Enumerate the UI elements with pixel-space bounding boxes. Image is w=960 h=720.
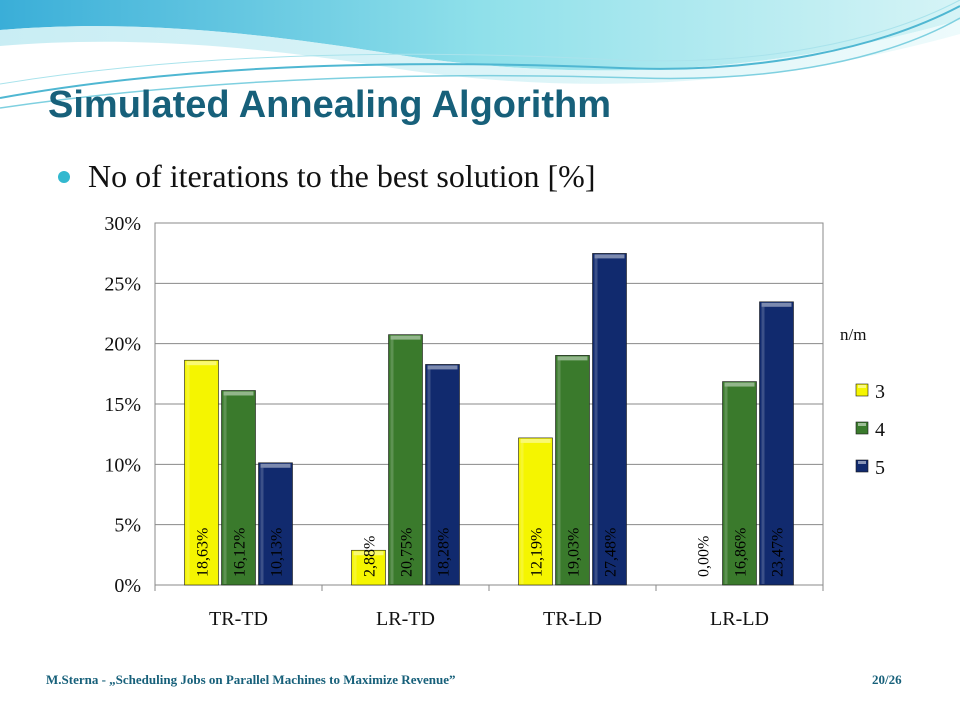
bar-bevel <box>427 365 458 370</box>
bullet-dot-icon <box>58 170 70 183</box>
data-label: 18,28% <box>436 528 453 577</box>
legend-label-5: 5 <box>875 457 885 479</box>
data-label: 20,75% <box>399 528 416 577</box>
bar-shine <box>557 360 561 584</box>
bar-bevel <box>353 551 384 556</box>
y-tick-label: 10% <box>104 454 141 476</box>
x-tick-label: TR-TD <box>209 608 268 630</box>
x-tick-label: LR-TD <box>376 608 435 630</box>
x-tick-label: LR-LD <box>710 608 769 630</box>
y-tick-label: 5% <box>114 515 141 537</box>
data-label: 27,48% <box>603 528 620 577</box>
y-tick-label: 15% <box>104 394 141 416</box>
legend-swatch-bevel <box>858 385 866 388</box>
bar-shine <box>390 339 394 584</box>
data-label: 10,13% <box>269 528 286 577</box>
bar-tr-ld-5 <box>592 253 627 586</box>
wave-banner <box>0 0 960 109</box>
bar-shine <box>427 369 431 584</box>
bar-bevel <box>223 391 254 396</box>
slide-title: Simulated Annealing Algorithm <box>48 84 611 126</box>
bullet-item: No of iterations to the best solution [%… <box>58 158 595 195</box>
bar-shine <box>223 395 227 584</box>
bar-shine <box>594 258 598 584</box>
footer-citation: M.Sterna - „Scheduling Jobs on Parallel … <box>46 672 456 687</box>
legend-label-3: 3 <box>875 381 885 403</box>
legend-swatch-bevel <box>858 423 866 426</box>
data-label: 0,00% <box>696 536 713 577</box>
data-label: 16,86% <box>733 528 750 577</box>
legend-title: n/m <box>840 325 866 344</box>
y-tick-label: 25% <box>104 273 141 295</box>
legend-label-4: 4 <box>875 419 885 441</box>
x-tick-label: TR-LD <box>543 608 602 630</box>
bar-bevel <box>761 302 792 307</box>
bar-bevel <box>186 361 217 366</box>
bar-shine <box>186 365 190 584</box>
data-label: 19,03% <box>566 528 583 577</box>
legend-swatch-bevel <box>858 461 866 464</box>
y-tick-label: 20% <box>104 334 141 356</box>
bar-chart: 18,63% 16,12% 10,13% 2,88% 20,75% 18,28% 12,19… <box>104 213 885 630</box>
bar-tr-td-4 <box>221 390 256 586</box>
bar-lr-td-3 <box>351 549 386 586</box>
footer-page-number: 20/26 <box>872 672 902 687</box>
bar-shine <box>761 306 765 584</box>
bar-shine <box>260 467 264 584</box>
bullet-text: No of iterations to the best solution [%… <box>88 158 596 194</box>
bar-shine <box>520 442 524 584</box>
bar-bevel <box>557 356 588 361</box>
bar-bevel <box>520 438 551 443</box>
bar-bevel <box>594 254 625 259</box>
data-label: 12,19% <box>529 528 546 577</box>
bar-lr-td-5 <box>425 364 460 586</box>
bar-bevel <box>260 463 291 468</box>
bar-tr-td-5 <box>258 462 293 586</box>
bar-lr-ld-4 <box>722 381 757 586</box>
bar-bevel <box>724 382 755 387</box>
bar-lr-td-4 <box>388 334 423 586</box>
bar-tr-td-3 <box>184 359 219 586</box>
bar-bevel <box>390 335 421 340</box>
bar-lr-ld-5 <box>759 301 794 586</box>
data-label: 16,12% <box>232 528 249 577</box>
data-label: 18,63% <box>195 528 212 577</box>
y-tick-label: 0% <box>114 575 141 597</box>
bar-shine <box>353 555 357 584</box>
bar-shine <box>724 386 728 584</box>
data-label: 2,88% <box>362 536 379 577</box>
bar-tr-ld-4 <box>555 355 590 586</box>
y-tick-label: 30% <box>104 213 141 235</box>
data-label: 23,47% <box>770 528 787 577</box>
bar-tr-ld-3 <box>518 437 553 586</box>
